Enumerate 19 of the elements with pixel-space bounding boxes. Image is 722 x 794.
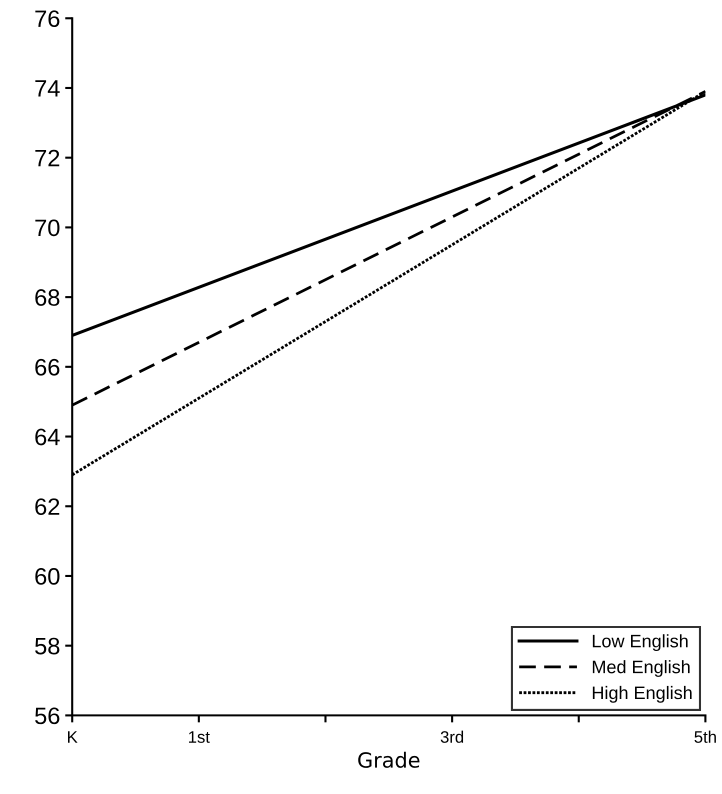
y-tick-label: 72	[35, 150, 60, 166]
x-tick-label: K	[68, 731, 78, 743]
x-tick-label: 3rd	[440, 730, 464, 743]
y-tick-label: 58	[35, 638, 60, 654]
y-tick-label: 76	[35, 10, 60, 28]
y-tick-label: 60	[35, 568, 60, 585]
y-tick-label: 70	[35, 219, 60, 236]
x-tick-label: 1st	[188, 731, 210, 743]
y-tick-label: 74	[35, 80, 60, 97]
legend-label: Low English	[592, 634, 688, 652]
legend-label: Med English	[592, 660, 690, 677]
y-tick-label: 56	[35, 707, 60, 724]
y-tick-label: 64	[35, 428, 60, 446]
y-tick-label: 62	[35, 498, 60, 516]
y-tick-label: 68	[35, 289, 60, 306]
y-tick-label: 66	[35, 358, 60, 376]
x-axis-title: Grade	[358, 752, 420, 768]
legend-label: High English	[592, 686, 692, 703]
x-tick-label: 5th	[694, 730, 716, 743]
